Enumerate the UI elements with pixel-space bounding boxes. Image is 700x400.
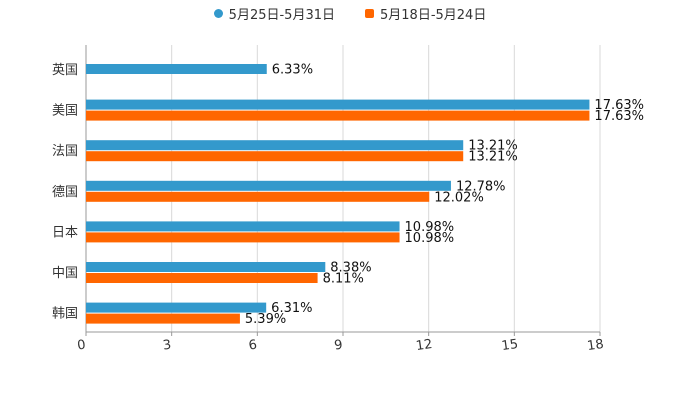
- legend-item-series-2[interactable]: 5月18日-5月24日: [365, 4, 486, 23]
- x-tick-label: 15: [501, 337, 519, 354]
- bar[interactable]: [86, 99, 590, 110]
- data-label: 5.39%: [245, 312, 286, 327]
- data-label: 10.98%: [405, 220, 455, 235]
- legend: 5月25日-5月31日 5月18日-5月24日: [0, 4, 700, 23]
- data-label: 12.78%: [456, 179, 506, 194]
- bar[interactable]: [86, 180, 451, 191]
- data-label: 6.33%: [272, 63, 313, 78]
- x-tick-label: 3: [162, 338, 172, 354]
- legend-label-series-1: 5月25日-5月31日: [228, 8, 335, 23]
- data-label: 6.31%: [271, 301, 312, 316]
- legend-dot-icon: [213, 9, 223, 18]
- bar[interactable]: [86, 313, 240, 324]
- x-tick-label: 9: [333, 338, 343, 354]
- bar[interactable]: [86, 151, 464, 162]
- legend-item-series-1[interactable]: 5月25日-5月31日: [213, 4, 335, 23]
- category-label: 法国: [52, 144, 78, 159]
- bar[interactable]: [86, 191, 430, 202]
- data-label: 13.21%: [468, 150, 518, 165]
- data-label: 8.11%: [323, 272, 364, 287]
- category-label: 韩国: [52, 307, 78, 322]
- legend-label-series-2: 5月18日-5月24日: [380, 8, 487, 23]
- category-label: 日本: [52, 225, 78, 240]
- data-label: 13.21%: [468, 139, 518, 154]
- bar[interactable]: [86, 64, 267, 74]
- data-label: 8.38%: [330, 261, 371, 276]
- data-label: 12.02%: [434, 190, 484, 205]
- category-label: 美国: [52, 104, 78, 119]
- bar[interactable]: [86, 262, 326, 272]
- x-tick-label: 0: [76, 338, 86, 354]
- data-label: 17.63%: [594, 98, 644, 113]
- bar[interactable]: [86, 110, 590, 121]
- x-tick-label: 18: [586, 337, 604, 354]
- data-label: 10.98%: [405, 231, 455, 246]
- category-label: 中国: [52, 266, 78, 281]
- category-label: 英国: [52, 63, 78, 78]
- bar[interactable]: [86, 140, 464, 151]
- bar[interactable]: [86, 273, 318, 283]
- bar[interactable]: [86, 302, 267, 313]
- data-label: 17.63%: [594, 109, 644, 124]
- x-tick-label: 6: [248, 338, 258, 354]
- category-label: 德国: [52, 185, 78, 200]
- legend-square-icon: [365, 9, 374, 18]
- bar[interactable]: [86, 232, 400, 243]
- bar[interactable]: [86, 221, 400, 232]
- x-tick-label: 12: [415, 337, 433, 354]
